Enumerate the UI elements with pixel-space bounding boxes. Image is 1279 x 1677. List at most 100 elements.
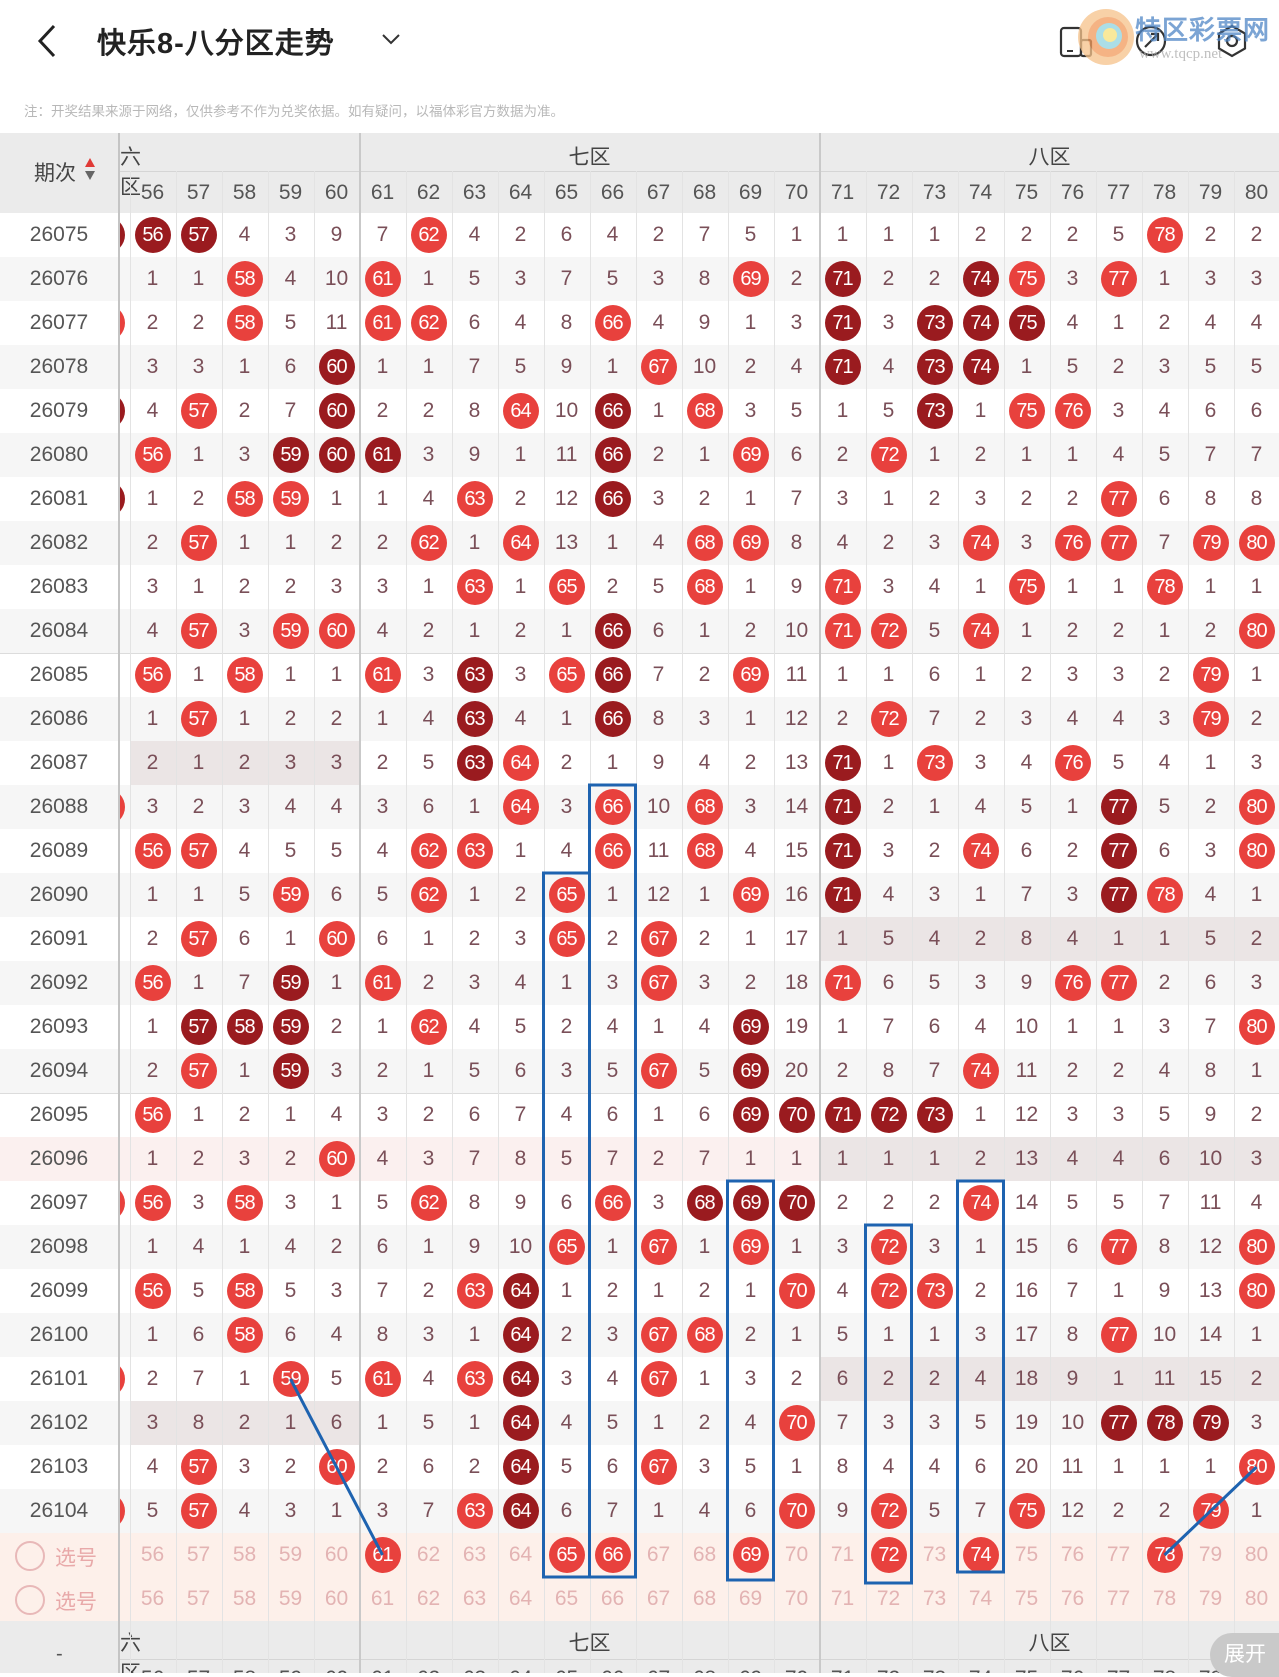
number-ball[interactable]: 73 — [917, 745, 953, 781]
select-number[interactable]: 65 — [544, 1577, 590, 1621]
number-ball[interactable]: 71 — [825, 965, 861, 1001]
column-header[interactable]: 64 — [498, 1667, 544, 1673]
number-ball[interactable]: 66 — [595, 789, 631, 825]
number-ball[interactable]: 71 — [825, 613, 861, 649]
number-ball[interactable]: 64 — [503, 1317, 539, 1353]
number-ball[interactable]: 61 — [365, 1361, 401, 1397]
number-ball[interactable]: 71 — [825, 745, 861, 781]
select-number[interactable]: 68 — [682, 1577, 728, 1621]
number-ball[interactable]: 77 — [1101, 525, 1137, 561]
number-ball[interactable]: 64 — [503, 789, 539, 825]
number-ball[interactable]: 57 — [181, 833, 217, 869]
select-number[interactable]: 71 — [820, 1533, 866, 1577]
number-ball[interactable]: 80 — [1239, 1229, 1275, 1265]
number-ball[interactable]: 80 — [1239, 1009, 1275, 1045]
number-ball[interactable]: 79 — [1193, 657, 1229, 693]
number-ball[interactable]: 74 — [963, 525, 999, 561]
number-ball[interactable]: 70 — [779, 1097, 815, 1133]
number-ball[interactable]: 68 — [687, 393, 723, 429]
number-ball[interactable]: 74 — [963, 613, 999, 649]
number-ball[interactable]: 58 — [227, 481, 263, 517]
number-ball[interactable]: 69 — [733, 1229, 769, 1265]
number-ball[interactable]: 79 — [1193, 1405, 1229, 1441]
number-ball[interactable]: 74 — [963, 833, 999, 869]
select-number[interactable]: 78 — [1142, 1577, 1188, 1621]
number-ball[interactable]: 61 — [365, 261, 401, 297]
number-ball[interactable]: 75 — [1009, 1493, 1045, 1529]
column-header[interactable]: 57 — [176, 181, 222, 205]
number-ball[interactable]: 64 — [503, 745, 539, 781]
number-ball[interactable]: 80 — [1239, 1449, 1275, 1485]
number-ball[interactable]: 66 — [595, 1185, 631, 1221]
select-number[interactable]: 73 — [912, 1577, 958, 1621]
number-ball[interactable]: 66 — [595, 305, 631, 341]
column-header[interactable]: 78 — [1142, 1667, 1188, 1673]
number-ball[interactable]: 79 — [1193, 525, 1229, 561]
number-ball[interactable]: 72 — [871, 1229, 907, 1265]
column-header[interactable]: 63 — [452, 181, 498, 205]
column-header[interactable]: 68 — [682, 181, 728, 205]
number-ball[interactable]: 56 — [135, 1273, 171, 1309]
select-number[interactable]: 60 — [314, 1533, 360, 1577]
column-header[interactable]: 73 — [912, 181, 958, 205]
picked-ball[interactable]: 78 — [1147, 1537, 1183, 1573]
number-ball[interactable]: 67 — [641, 1317, 677, 1353]
select-number[interactable]: 64 — [498, 1577, 544, 1621]
number-ball[interactable]: 76 — [1055, 965, 1091, 1001]
device-icon[interactable] — [1057, 22, 1095, 60]
number-ball[interactable]: 78 — [1147, 877, 1183, 913]
number-ball[interactable]: 69 — [733, 877, 769, 913]
number-ball[interactable]: 62 — [411, 877, 447, 913]
number-ball[interactable]: 71 — [825, 877, 861, 913]
column-header[interactable]: 58 — [222, 1667, 268, 1673]
select-number[interactable]: 67 — [636, 1533, 682, 1577]
number-ball[interactable]: 80 — [1239, 525, 1275, 561]
column-header[interactable]: 78 — [1142, 181, 1188, 205]
column-header[interactable]: 64 — [498, 181, 544, 205]
column-header[interactable]: 71 — [820, 181, 866, 205]
column-header[interactable]: 60 — [314, 1667, 360, 1673]
column-header[interactable]: 60 — [314, 181, 360, 205]
number-ball[interactable]: 70 — [779, 1493, 815, 1529]
number-ball[interactable]: 57 — [181, 921, 217, 957]
column-header[interactable]: 75 — [1004, 181, 1050, 205]
select-number[interactable]: 80 — [1234, 1577, 1279, 1621]
number-ball[interactable]: 66 — [595, 701, 631, 737]
select-number[interactable]: 57 — [176, 1577, 222, 1621]
number-ball[interactable]: 56 — [135, 833, 171, 869]
number-ball[interactable]: 60 — [319, 1141, 355, 1177]
number-ball[interactable]: 77 — [1101, 261, 1137, 297]
number-ball[interactable]: 61 — [365, 657, 401, 693]
number-ball[interactable]: 57 — [181, 393, 217, 429]
number-ball[interactable]: 60 — [319, 1449, 355, 1485]
column-header[interactable]: 66 — [590, 1667, 636, 1673]
number-ball[interactable]: 77 — [1101, 1229, 1137, 1265]
number-ball[interactable]: 68 — [687, 833, 723, 869]
column-header[interactable]: 79 — [1188, 181, 1234, 205]
number-ball[interactable]: 75 — [1009, 393, 1045, 429]
number-ball[interactable]: 56 — [135, 1185, 171, 1221]
select-number[interactable]: 79 — [1188, 1533, 1234, 1577]
number-ball[interactable]: 69 — [733, 1009, 769, 1045]
number-ball[interactable]: 67 — [641, 1449, 677, 1485]
select-number[interactable]: 68 — [682, 1533, 728, 1577]
number-ball[interactable]: 80 — [1239, 613, 1275, 649]
column-header[interactable]: 66 — [590, 181, 636, 205]
number-ball[interactable]: 77 — [1101, 789, 1137, 825]
column-header[interactable]: 71 — [820, 1667, 866, 1673]
number-ball[interactable]: 74 — [963, 349, 999, 385]
picked-ball[interactable]: 65 — [549, 1537, 585, 1573]
select-number[interactable]: 75 — [1004, 1577, 1050, 1621]
number-ball[interactable]: 58 — [227, 1273, 263, 1309]
number-ball[interactable]: 67 — [641, 965, 677, 1001]
number-ball[interactable]: 60 — [319, 613, 355, 649]
number-ball[interactable]: 65 — [549, 657, 585, 693]
number-ball[interactable]: 64 — [503, 393, 539, 429]
select-number[interactable]: 64 — [498, 1533, 544, 1577]
number-ball[interactable]: 67 — [641, 921, 677, 957]
column-header[interactable]: 58 — [222, 181, 268, 205]
number-ball[interactable]: 62 — [411, 525, 447, 561]
select-number[interactable]: 77 — [1096, 1577, 1142, 1621]
number-ball[interactable]: 59 — [273, 1053, 309, 1089]
select-number[interactable]: 58 — [222, 1577, 268, 1621]
